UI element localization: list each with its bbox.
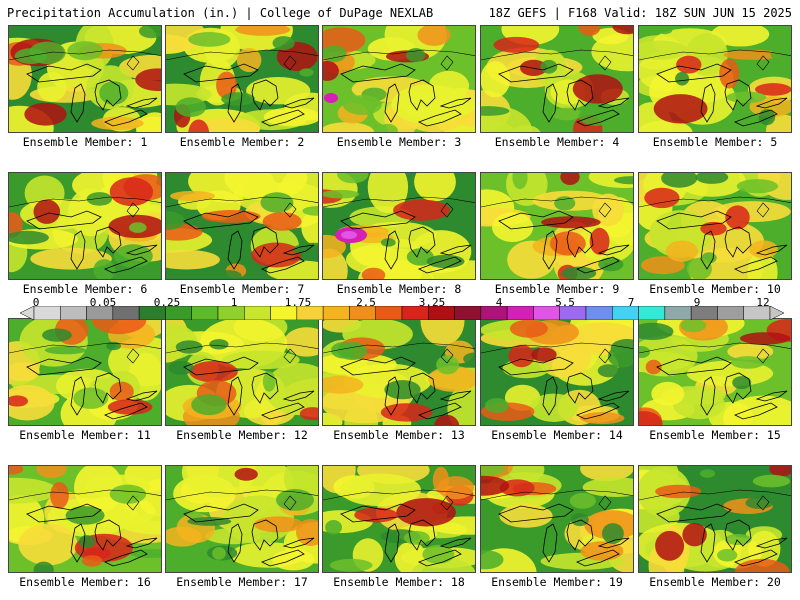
colorbar-swatch <box>664 306 692 320</box>
ensemble-map-panel[interactable] <box>638 465 792 573</box>
precip-map-svg <box>323 466 475 572</box>
ensemble-map-panel[interactable] <box>322 318 476 426</box>
precip-map-svg <box>639 319 791 425</box>
colorbar-swatch <box>454 306 482 320</box>
ensemble-map-panel[interactable] <box>322 172 476 280</box>
ensemble-member-label: Ensemble Member: 6 <box>22 282 148 296</box>
ensemble-map-panel[interactable] <box>480 465 634 573</box>
ensemble-map-panel[interactable] <box>8 465 162 573</box>
precip-map-svg <box>166 173 318 279</box>
ensemble-member-label: Ensemble Member: 9 <box>494 282 620 296</box>
precip-map-svg <box>9 173 161 279</box>
product-title: Precipitation Accumulation (in.) | Colle… <box>7 6 434 20</box>
precip-map-svg <box>323 26 475 132</box>
ensemble-map-panel[interactable] <box>480 25 634 133</box>
ensemble-member-label: Ensemble Member: 13 <box>333 428 465 442</box>
colorbar-tick-label: 9 <box>693 296 701 309</box>
ensemble-member-label: Ensemble Member: 17 <box>176 575 308 589</box>
precip-map-svg <box>639 26 791 132</box>
ensemble-map-panel[interactable] <box>165 318 319 426</box>
ensemble-map-panel[interactable] <box>165 465 319 573</box>
precip-map-svg <box>481 319 633 425</box>
ensemble-member-label: Ensemble Member: 15 <box>649 428 781 442</box>
colorbar-tick-label: 0.25 <box>153 296 181 309</box>
precip-map-svg <box>9 26 161 132</box>
ensemble-member-label: Ensemble Member: 16 <box>19 575 151 589</box>
ensemble-member-label: Ensemble Member: 11 <box>19 428 151 442</box>
ensemble-map-panel[interactable] <box>322 465 476 573</box>
precip-map-svg <box>481 173 633 279</box>
ensemble-member-label: Ensemble Member: 7 <box>179 282 305 296</box>
ensemble-member-label: Ensemble Member: 1 <box>22 135 148 149</box>
precip-map-svg <box>639 173 791 279</box>
colorbar <box>20 306 784 320</box>
precip-map-svg <box>481 466 633 572</box>
precip-map-svg <box>9 466 161 572</box>
precip-map-svg <box>166 26 318 132</box>
run-valid-time: 18Z GEFS | F168 Valid: 18Z SUN JUN 15 20… <box>488 6 792 20</box>
colorbar-swatch <box>612 306 639 320</box>
ensemble-map-panel[interactable] <box>638 25 792 133</box>
colorbar-swatch <box>717 306 744 320</box>
colorbar-swatch <box>375 306 403 320</box>
colorbar-swatch <box>506 306 534 320</box>
ensemble-member-label: Ensemble Member: 8 <box>336 282 462 296</box>
colorbar-swatch <box>480 306 508 320</box>
ensemble-map-panel[interactable] <box>638 172 792 280</box>
ensemble-map-panel[interactable] <box>8 172 162 280</box>
ensemble-map-panel[interactable] <box>480 172 634 280</box>
colorbar-tick-label: 3.25 <box>418 296 446 309</box>
colorbar-max-arrow <box>769 306 784 320</box>
ensemble-member-label: Ensemble Member: 10 <box>649 282 781 296</box>
precip-map-svg <box>323 173 475 279</box>
precip-map-svg <box>166 466 318 572</box>
ensemble-member-label: Ensemble Member: 14 <box>491 428 623 442</box>
precip-map-svg <box>639 466 791 572</box>
ensemble-member-label: Ensemble Member: 5 <box>652 135 778 149</box>
ensemble-member-label: Ensemble Member: 2 <box>179 135 305 149</box>
colorbar-swatch <box>191 306 219 320</box>
colorbar-tick-label: 1.75 <box>284 296 312 309</box>
ensemble-map-panel[interactable] <box>322 25 476 133</box>
colorbar-swatch <box>244 306 271 320</box>
colorbar-swatch <box>322 306 350 320</box>
colorbar-tick-label: 2.5 <box>356 296 376 309</box>
ensemble-map-panel[interactable] <box>638 318 792 426</box>
ensemble-map-panel[interactable] <box>165 172 319 280</box>
colorbar-tick-label: 1 <box>230 296 238 309</box>
ensemble-member-label: Ensemble Member: 18 <box>333 575 465 589</box>
ensemble-member-label: Ensemble Member: 3 <box>336 135 462 149</box>
colorbar-tick-label: 4 <box>495 296 503 309</box>
ensemble-member-label: Ensemble Member: 4 <box>494 135 620 149</box>
colorbar-tick-label: 12 <box>756 296 770 309</box>
precip-map-svg <box>9 319 161 425</box>
colorbar-tick-label: 0 <box>32 296 40 309</box>
ensemble-member-label: Ensemble Member: 19 <box>491 575 623 589</box>
ensemble-map-panel[interactable] <box>8 25 162 133</box>
colorbar-swatch <box>60 306 87 320</box>
precip-map-svg <box>481 26 633 132</box>
colorbar-swatch <box>112 306 140 320</box>
colorbar-tick-label: 7 <box>627 296 635 309</box>
colorbar-swatch <box>638 306 666 320</box>
colorbar-tick-label: 5.5 <box>555 296 575 309</box>
ensemble-map-panel[interactable] <box>480 318 634 426</box>
ensemble-map-panel[interactable] <box>8 318 162 426</box>
precip-map-svg <box>166 319 318 425</box>
ensemble-map-panel[interactable] <box>165 25 319 133</box>
precip-map-svg <box>323 319 475 425</box>
colorbar-swatch <box>585 306 613 320</box>
ensemble-member-label: Ensemble Member: 12 <box>176 428 308 442</box>
ensemble-member-label: Ensemble Member: 20 <box>649 575 781 589</box>
colorbar-tick-label: 0.05 <box>89 296 117 309</box>
